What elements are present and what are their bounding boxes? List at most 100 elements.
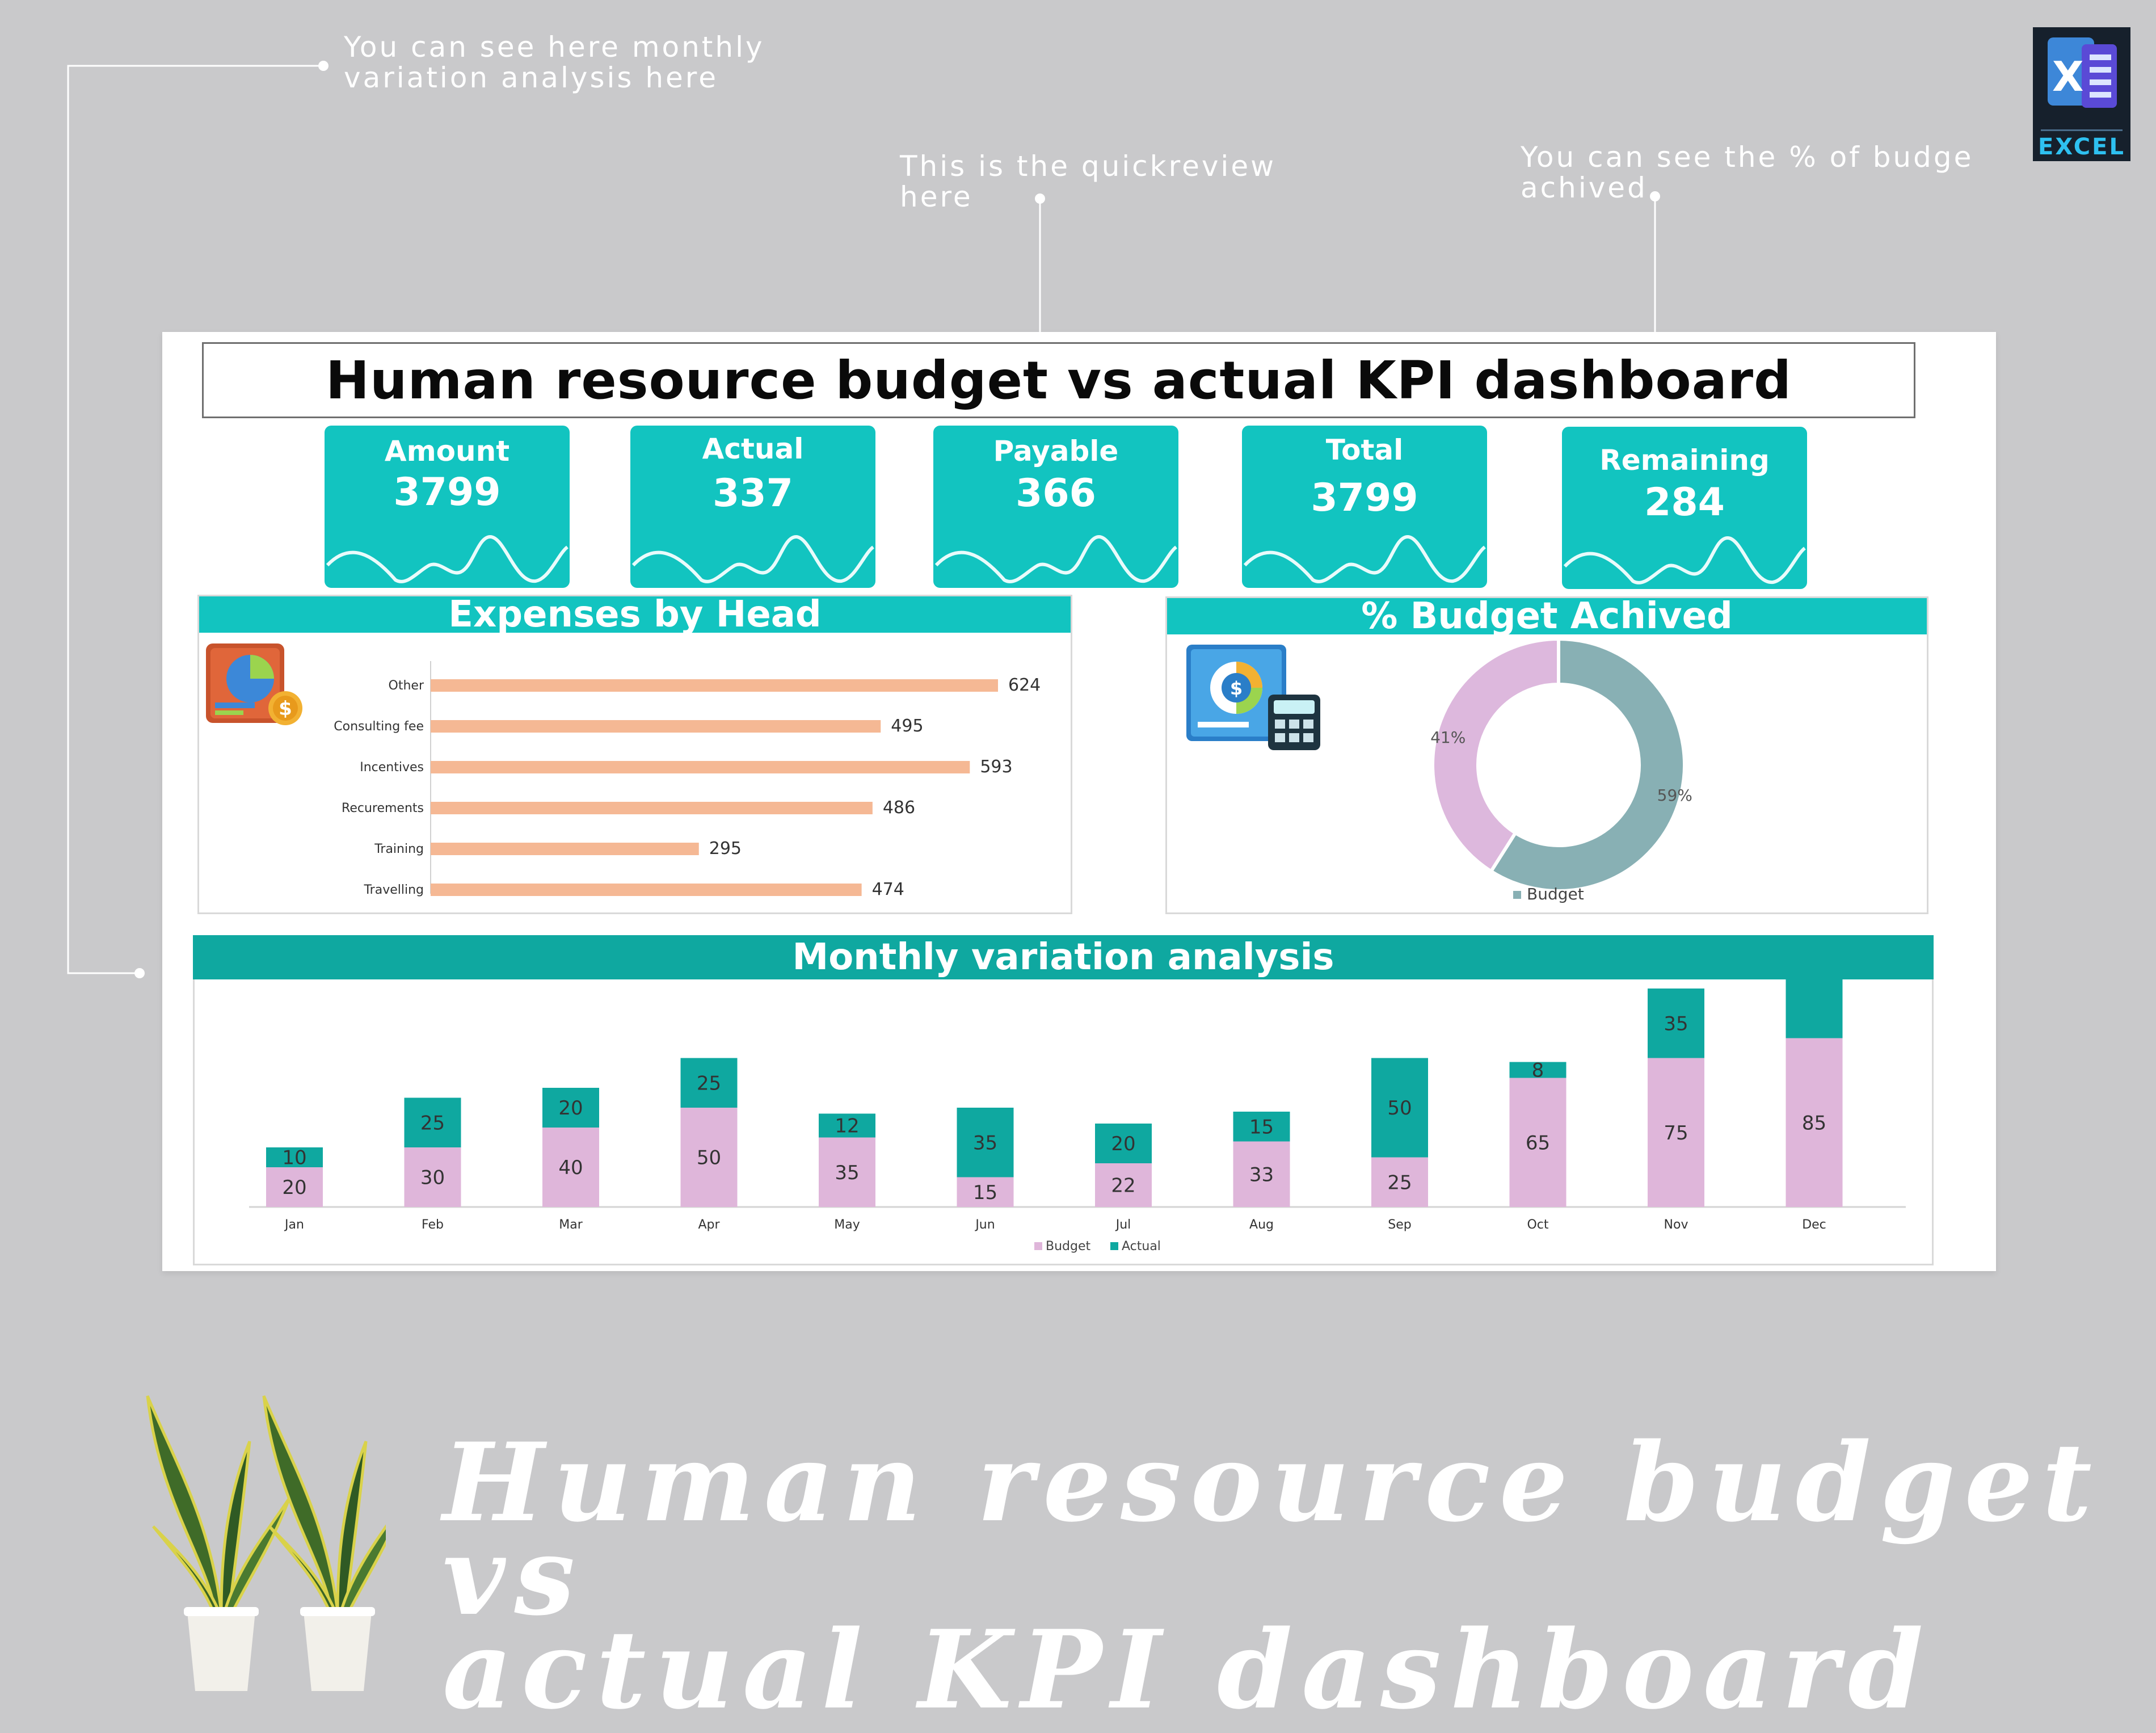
expense-category-label: Travelling [363, 883, 424, 897]
expense-bar [431, 761, 970, 773]
monthly-panel-title: Monthly variation analysis [193, 935, 1934, 979]
kpi-value: 3799 [1311, 476, 1418, 520]
footer-title: Human resource budget vs actual KPI dash… [443, 1419, 2102, 1733]
budget-panel-title: % Budget Achived [1167, 598, 1927, 634]
plant-right [262, 1395, 386, 1691]
monthly-value-label: 25 [697, 1072, 721, 1095]
monthly-bar-segment [1786, 1038, 1843, 1207]
wave-decoration [1563, 536, 1807, 584]
excel-label: EXCEL [2038, 134, 2125, 160]
legend-swatch [1110, 1242, 1118, 1250]
expense-category-label: Other [389, 679, 424, 693]
kpi-value: 3799 [393, 470, 501, 515]
monthly-value-label: 65 [1526, 1132, 1550, 1154]
kpi-label: Payable [993, 435, 1119, 468]
monthly-category-label: Apr [698, 1218, 720, 1232]
monthly-bar-segment [1648, 1058, 1704, 1207]
monthly-category-label: Feb [422, 1218, 444, 1232]
callout-monthly-dot-bottom [134, 968, 145, 978]
monthly-bar-segment [957, 1177, 1014, 1207]
monthly-category-label: May [834, 1218, 860, 1232]
monthly-value-label: 10 [282, 1147, 306, 1170]
expense-value-label: 486 [883, 798, 915, 818]
monthly-value-label: 30 [420, 1167, 445, 1189]
monthly-bar-segment [404, 1147, 461, 1207]
monthly-bar-segment [819, 1113, 875, 1138]
legend-label: Budget [1527, 885, 1584, 903]
monthly-category-label: Oct [1527, 1218, 1548, 1232]
expense-category-label: Training [374, 842, 424, 856]
svg-text:$: $ [1230, 678, 1243, 699]
plant-decoration [146, 1395, 386, 1691]
callout-quickreview-text: This is the quickreview here [900, 150, 1276, 213]
monthly-bar-segment [819, 1137, 875, 1207]
expenses-panel-title: Expenses by Head [199, 596, 1071, 633]
legend-label: Actual [1122, 1239, 1161, 1254]
callout-budget-text: You can see the % of budge achived [1521, 141, 1974, 204]
monthly-value-label: 20 [282, 1176, 306, 1199]
expenses-report-icon: $ [206, 643, 302, 725]
monthly-bar-segment [1509, 1062, 1567, 1078]
dashboard-title: Human resource budget vs actual KPI dash… [325, 350, 1792, 411]
monthly-bar-segment [266, 1167, 323, 1207]
monthly-category-label: Mar [559, 1218, 583, 1232]
monthly-category-label: Dec [1802, 1218, 1826, 1232]
monthly-bar-segment [1371, 1058, 1428, 1158]
monthly-bar-segment [680, 1058, 738, 1108]
expense-bar [431, 884, 862, 896]
dashboard-sheet: Human resource budget vs actual KPI dash… [162, 332, 1996, 1271]
monthly-bar-segment [542, 1128, 599, 1207]
monthly-category-label: Sep [1388, 1218, 1411, 1232]
monthly-value-label: 85 [1802, 1112, 1826, 1134]
legend-label: Budget [1046, 1239, 1091, 1254]
monthly-bar-segment [1509, 1078, 1567, 1207]
expense-value-label: 474 [872, 880, 904, 899]
monthly-value-label: 25 [420, 1112, 445, 1134]
monthly-value-label: 20 [558, 1097, 583, 1120]
monthly-bar-segment [1095, 1124, 1152, 1163]
kpi-label: Amount [384, 435, 510, 468]
monthly-bar-segment [1371, 1157, 1428, 1207]
monthly-value-label: 50 [697, 1147, 721, 1170]
svg-text:$: $ [279, 697, 292, 720]
plant-left [146, 1395, 291, 1691]
kpi-value: 337 [713, 471, 793, 516]
kpi-card-total: Total 3799 [1242, 426, 1487, 588]
monthly-value-label: 75 [1664, 1122, 1688, 1145]
monthly-value-label: 40 [558, 1156, 583, 1179]
kpi-label: Total [1325, 434, 1404, 466]
monthly-value-label: 15 [1249, 1116, 1274, 1138]
monthly-value-label: 35 [835, 1162, 859, 1184]
expense-category-label: Consulting fee [334, 720, 424, 734]
donut-slice [1431, 637, 1560, 874]
expense-category-label: Recurements [342, 801, 424, 815]
monthly-category-label: Nov [1664, 1218, 1688, 1232]
expense-bar [431, 679, 998, 692]
wave-decoration [1243, 535, 1487, 583]
monthly-category-label: Jun [974, 1218, 995, 1232]
monthly-category-label: Jan [284, 1218, 304, 1232]
monthly-value-label: 35 [973, 1132, 997, 1154]
donut-value-label: 41% [1430, 728, 1466, 747]
expense-value-label: 593 [980, 757, 1012, 777]
legend-swatch [1513, 891, 1521, 899]
monthly-bar-segment [1648, 989, 1704, 1058]
kpi-card-amount: Amount 3799 [325, 426, 570, 588]
expense-bar [431, 843, 699, 855]
monthly-panel: Monthly variation analysis 20 10 Jan 30 25 Fe… [193, 935, 1934, 1265]
excel-icon: X [2048, 37, 2117, 108]
kpi-label: Actual [702, 432, 804, 465]
monthly-value-label: 50 [1387, 1097, 1412, 1120]
monthly-value-label: 20 [1111, 1133, 1135, 1155]
wave-decoration [326, 535, 569, 583]
budget-panel: % Budget Achived $ 59% 41% Budget [1165, 596, 1928, 914]
monthly-value-label: 15 [973, 1181, 997, 1204]
callout-monthly-dot-top [318, 61, 329, 71]
monthly-value-label: 12 [835, 1115, 859, 1138]
monthly-value-label: 33 [1249, 1163, 1274, 1186]
monthly-bar-segment [957, 1108, 1014, 1177]
donut-slice [1488, 637, 1686, 893]
expense-category-label: Incentives [360, 760, 424, 775]
excel-letter: X [2052, 53, 2084, 100]
kpi-value: 366 [1016, 471, 1096, 516]
